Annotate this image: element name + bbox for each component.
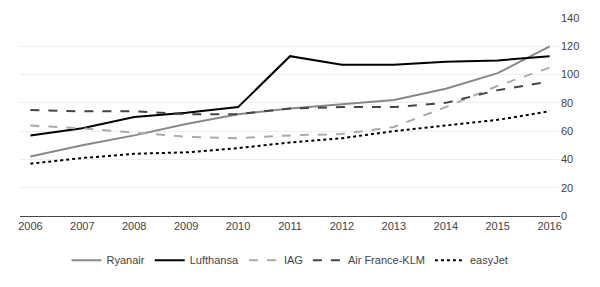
svg-text:Air France-KLM: Air France-KLM	[348, 254, 425, 266]
svg-text:20: 20	[561, 182, 573, 194]
svg-text:easyJet: easyJet	[470, 254, 508, 266]
svg-text:0: 0	[561, 210, 567, 222]
svg-text:40: 40	[561, 153, 573, 165]
svg-text:2011: 2011	[278, 220, 302, 232]
svg-text:Ryanair: Ryanair	[107, 254, 145, 266]
svg-text:2007: 2007	[70, 220, 94, 232]
svg-text:100: 100	[561, 68, 579, 80]
svg-text:IAG: IAG	[284, 254, 303, 266]
svg-text:2016: 2016	[537, 220, 561, 232]
svg-text:2008: 2008	[122, 220, 146, 232]
svg-text:Lufthansa: Lufthansa	[190, 254, 239, 266]
svg-text:80: 80	[561, 97, 573, 109]
svg-text:2009: 2009	[174, 220, 198, 232]
svg-text:2015: 2015	[485, 220, 509, 232]
svg-text:60: 60	[561, 125, 573, 137]
svg-text:2014: 2014	[434, 220, 458, 232]
svg-text:2012: 2012	[330, 220, 354, 232]
svg-text:2010: 2010	[226, 220, 250, 232]
svg-text:2006: 2006	[18, 220, 42, 232]
svg-text:2013: 2013	[382, 220, 406, 232]
svg-text:140: 140	[561, 12, 579, 24]
svg-text:120: 120	[561, 40, 579, 52]
